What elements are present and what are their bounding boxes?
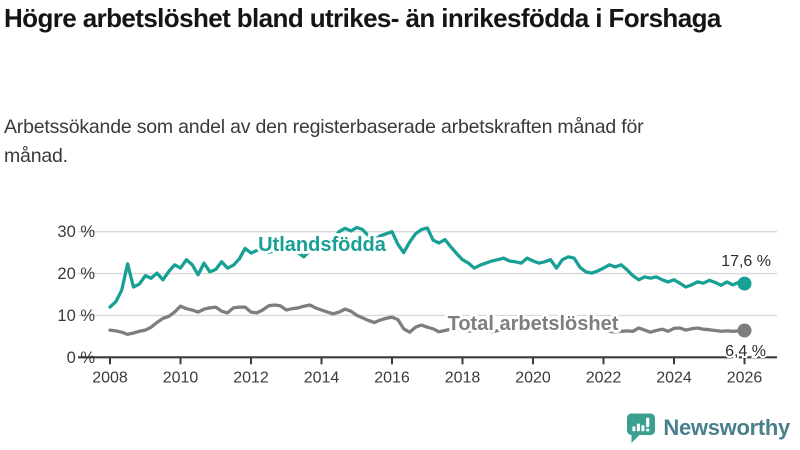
x-tick-label: 2018 <box>445 369 481 386</box>
series-label-utlandsfodda: Utlandsfödda <box>258 234 387 256</box>
x-tick-label: 2010 <box>163 369 199 386</box>
newsworthy-bubble-chart-icon <box>627 413 656 443</box>
series-line-total <box>108 303 747 336</box>
y-tick-label: 30 % <box>57 223 95 241</box>
y-tick-label: 10 % <box>57 307 95 325</box>
y-tick-label: 20 % <box>57 265 95 283</box>
x-tick-label: 2016 <box>374 369 410 386</box>
x-tick-label: 2012 <box>233 369 269 386</box>
x-tick-label: 2014 <box>304 369 340 386</box>
series-end-value-total: 6,4 % <box>725 343 766 360</box>
chart-subtitle: Arbetssökande som andel av den registerb… <box>4 116 644 167</box>
x-tick-label: 2008 <box>92 369 128 386</box>
x-tick-label: 2024 <box>656 369 692 386</box>
x-tick-label: 2022 <box>586 369 622 386</box>
series-end-dot-total <box>737 323 752 338</box>
newsworthy-logo: Newsworthy <box>626 412 790 444</box>
newsworthy-wordmark: Newsworthy <box>663 415 790 440</box>
series-line-utlandsfodda <box>108 225 747 309</box>
series-label-total: Total arbetslöshet <box>448 313 619 335</box>
series-end-dot-utlandsfodda <box>737 276 752 291</box>
x-tick-label: 2026 <box>727 369 763 386</box>
x-tick-label: 2020 <box>515 369 551 386</box>
y-tick-label: 0 % <box>67 349 96 367</box>
series-end-value-utlandsfodda: 17,6 % <box>721 253 771 270</box>
chart-title: Högre arbetslöshet bland utrikes- än inr… <box>4 3 721 33</box>
